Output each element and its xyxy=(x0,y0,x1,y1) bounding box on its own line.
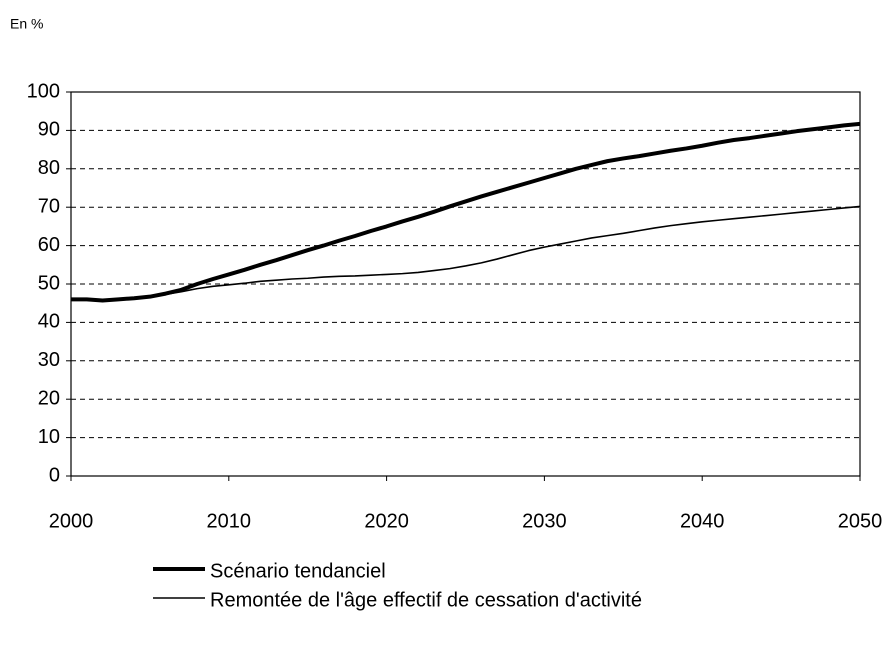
y-tick-label: 100 xyxy=(27,80,60,102)
x-tick-label: 2030 xyxy=(522,510,567,532)
x-tick-label: 2040 xyxy=(680,510,725,532)
y-tick-label: 70 xyxy=(38,195,60,217)
x-tick-label: 2010 xyxy=(207,510,252,532)
x-tick-label: 2020 xyxy=(364,510,409,532)
y-tick-label: 10 xyxy=(38,426,60,448)
legend-label: Remontée de l'âge effectif de cessation … xyxy=(210,589,642,611)
legend-label: Scénario tendanciel xyxy=(210,560,386,582)
y-tick-label: 80 xyxy=(38,157,60,179)
y-tick-label: 20 xyxy=(38,387,60,409)
y-tick-label: 50 xyxy=(38,272,60,294)
x-tick-label: 2050 xyxy=(838,510,883,532)
series-line xyxy=(71,205,861,302)
y-axis-label: En % xyxy=(10,16,43,32)
y-tick-label: 40 xyxy=(38,311,60,333)
y-tick-label: 60 xyxy=(38,234,60,256)
series-line xyxy=(71,121,861,303)
y-tick-label: 0 xyxy=(49,464,60,486)
x-tick-label: 2000 xyxy=(49,510,94,532)
y-tick-label: 30 xyxy=(38,349,60,371)
y-tick-label: 90 xyxy=(38,119,60,141)
